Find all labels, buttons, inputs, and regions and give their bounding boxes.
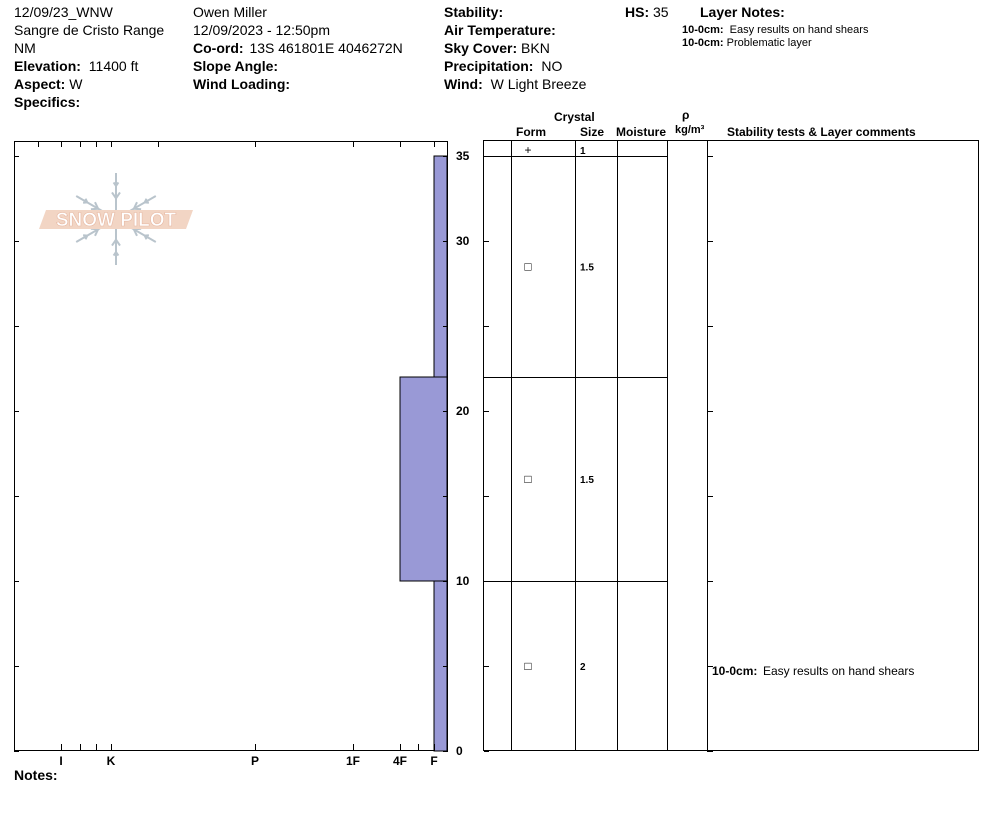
layer-notes-label: Layer Notes: bbox=[700, 4, 785, 20]
hardness-label: P bbox=[251, 754, 259, 768]
flake-branch bbox=[133, 228, 138, 237]
size-header: Size bbox=[580, 125, 605, 139]
aspect-value: W bbox=[69, 76, 83, 92]
elevation-value: 11400 ft bbox=[88, 58, 139, 74]
wind-row: Wind: W Light Breeze bbox=[444, 75, 586, 93]
layer-note-text: Easy results on hand shears bbox=[729, 24, 869, 36]
layer-boundaries bbox=[483, 156, 667, 582]
table-border bbox=[483, 140, 979, 751]
aspect-row: Aspect: W bbox=[14, 75, 82, 93]
flake-branch bbox=[143, 198, 148, 203]
elevation-row: Elevation: 11400 ft bbox=[14, 57, 138, 75]
layer-note: 10-0cm: Problematic layer bbox=[682, 37, 812, 50]
coord-label: Co-ord: bbox=[193, 40, 244, 56]
depth-tick-label: 10 bbox=[456, 574, 470, 588]
notes-label: Notes: bbox=[14, 767, 58, 783]
air-temp-label: Air Temperature: bbox=[444, 22, 556, 38]
depth-labels: 0 10 20 30 35 bbox=[456, 149, 470, 758]
aspect-label: Aspect: bbox=[14, 76, 66, 92]
flake-branch bbox=[132, 201, 138, 210]
layer-note-range: 10-0cm: bbox=[682, 24, 724, 36]
grain-size: 1.5 bbox=[580, 263, 594, 274]
hs-label: HS: bbox=[625, 4, 650, 20]
logo-banner bbox=[39, 210, 193, 229]
hardness-label: 1F bbox=[346, 754, 360, 768]
grain-form: □ bbox=[524, 659, 531, 673]
flake-branch bbox=[115, 251, 120, 257]
density-unit-header: kg/m³ bbox=[675, 124, 705, 136]
grain-rows: +1 □ 1.5 □ 1.5 □ 2 bbox=[524, 143, 594, 673]
hardness-label: 4F bbox=[393, 754, 407, 768]
hardness-label: K bbox=[107, 754, 116, 768]
hardness-bar bbox=[399, 376, 448, 582]
wind-loading-label: Wind Loading: bbox=[193, 76, 291, 92]
stability-label: Stability: bbox=[444, 4, 504, 20]
hardness-bars bbox=[399, 155, 448, 752]
mountain-range: Sangre de Cristo Range bbox=[14, 22, 165, 38]
flake-branch bbox=[115, 239, 121, 247]
comments-header: Stability tests & Layer comments bbox=[727, 125, 916, 139]
depth-tick-label: 20 bbox=[456, 404, 470, 418]
flake-branch bbox=[112, 181, 117, 187]
precip-value: NO bbox=[541, 58, 563, 74]
depth-tick-label: 30 bbox=[456, 234, 470, 248]
hardness-label: F bbox=[430, 754, 437, 768]
grain-form: + bbox=[524, 143, 531, 157]
snowpilot-logo: SNOW PILOT bbox=[39, 173, 193, 265]
crystal-header: Crystal bbox=[554, 110, 595, 124]
flake-branch bbox=[111, 191, 117, 199]
sky-cover-value: BKN bbox=[521, 40, 550, 56]
elevation-label: Elevation: bbox=[14, 58, 81, 74]
profile-id: 12/09/23_WNW bbox=[14, 4, 113, 20]
hardness-labels: I K P 1F 4F F bbox=[59, 754, 437, 768]
hs-value: 35 bbox=[653, 4, 669, 20]
depth-tick-label: 35 bbox=[456, 149, 470, 163]
layer-comments: 10-0cm: Easy results on hand shears bbox=[712, 664, 914, 678]
datetime: 12/09/2023 - 12:50pm bbox=[193, 22, 330, 38]
coord-value: 13S 461801E 4046272N bbox=[249, 40, 403, 56]
precip-label: Precipitation: bbox=[444, 58, 534, 74]
grain-size: 1.5 bbox=[580, 475, 594, 486]
layer-note: 10-0cm: Easy results on hand shears bbox=[682, 24, 868, 37]
layer-note-range: 10-0cm: bbox=[682, 37, 724, 49]
logo-text: SNOW PILOT bbox=[56, 210, 177, 231]
hs-row: HS: 35 bbox=[625, 3, 669, 21]
comment-text: Easy results on hand shears bbox=[763, 664, 914, 678]
flake-branch bbox=[90, 207, 99, 211]
layer-table-frame bbox=[483, 140, 979, 751]
state: NM bbox=[14, 40, 36, 56]
wind-label: Wind: bbox=[444, 76, 483, 92]
grain-form: □ bbox=[524, 260, 531, 274]
density-symbol: ρ bbox=[682, 108, 690, 122]
slope-angle-label: Slope Angle: bbox=[193, 58, 279, 74]
flake-branch bbox=[111, 239, 117, 247]
comment-range: 10-0cm: bbox=[712, 664, 757, 678]
flake-branch bbox=[94, 201, 100, 210]
grain-size: 1 bbox=[580, 146, 586, 157]
sky-cover-row: Sky Cover: BKN bbox=[444, 39, 550, 57]
hardness-frame bbox=[14, 141, 448, 751]
wind-value: W Light Breeze bbox=[490, 76, 587, 92]
depth-tick-label: 0 bbox=[456, 744, 463, 758]
specifics-label: Specifics: bbox=[14, 94, 81, 110]
flake-branch bbox=[133, 207, 142, 211]
form-header: Form bbox=[516, 125, 546, 139]
coord-row: Co-ord: 13S 461801E 4046272N bbox=[193, 39, 403, 57]
precip-row: Precipitation: NO bbox=[444, 57, 562, 75]
hardness-bar bbox=[433, 155, 448, 378]
grain-form: □ bbox=[524, 472, 531, 486]
moisture-header: Moisture bbox=[616, 125, 667, 139]
sky-cover-label: Sky Cover: bbox=[444, 40, 518, 56]
observer: Owen Miller bbox=[193, 4, 267, 20]
axis-ticks bbox=[14, 141, 713, 752]
flake-branch bbox=[84, 235, 89, 240]
flake-branch bbox=[115, 191, 121, 199]
grain-size: 2 bbox=[580, 662, 586, 673]
flake-branch bbox=[94, 228, 100, 237]
hardness-label: I bbox=[59, 754, 62, 768]
layer-note-text: Problematic layer bbox=[726, 37, 812, 49]
